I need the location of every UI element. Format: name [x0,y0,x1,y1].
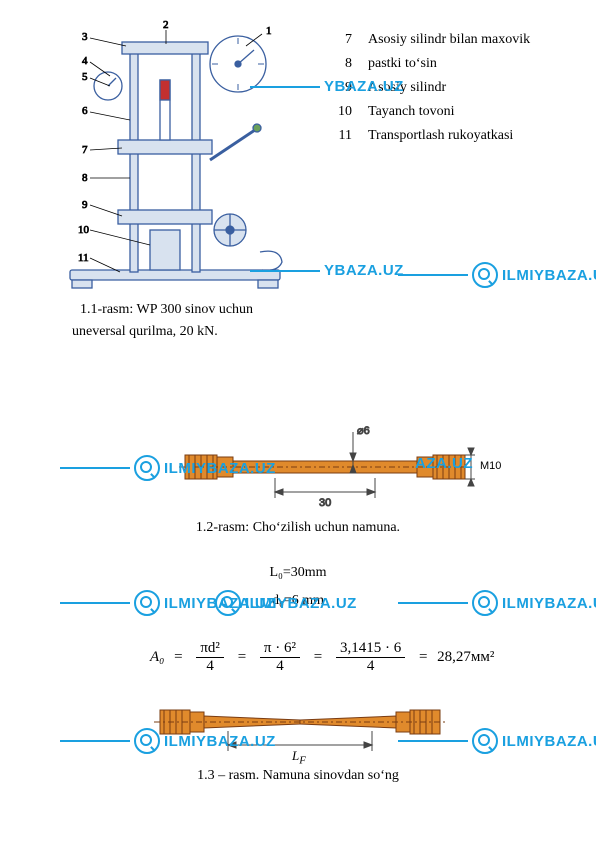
legend-text-11: Transportlash rukoyatkasi [368,124,513,148]
formula-t1-den: 4 [196,658,224,675]
area-formula: A₀ = πd²4 = π · 6²4 = 3,1415 · 64 = 28,2… [150,640,494,675]
magnifier-icon [134,728,160,754]
watermark: ILMIYBAZA.UZ [215,590,357,616]
watermark: YBAZA.UZ [250,262,404,279]
legend-text-8: pastki to‘sin [368,52,437,76]
fig1-label-6: 6 [82,105,88,117]
figure-2-caption: 1.2-rasm: Cho‘zilish uchun namuna. [0,520,596,536]
fig1-label-8: 8 [82,172,88,184]
fig2-dim-length: 30 [319,497,331,509]
fig1-label-7: 7 [82,144,88,156]
fig1-label-5: 5 [82,71,88,83]
watermark-text: ILMIYBAZA.UZ [245,595,357,612]
figure-1-caption-line1: 1.1-rasm: WP 300 sinov uchun [80,302,253,318]
watermark: ILMIYBAZA.UZ [398,262,596,288]
legend-text-7: Asosiy silindr bilan maxovik [368,28,530,52]
watermark: AZA.UZ [415,455,473,472]
watermark: ILMIYBAZA.UZ [398,590,596,616]
watermark: ILMIYBAZA.UZ [60,728,276,754]
legend-num-10: 10 [330,100,352,124]
magnifier-icon [134,590,160,616]
magnifier-icon [472,262,498,288]
formula-t1-num: πd² [196,640,224,658]
fig1-label-4: 4 [82,55,88,67]
watermark-text: ILMIYBAZA.UZ [502,267,596,284]
fig1-label-1: 1 [266,25,272,37]
watermark-text: AZA.UZ [415,455,473,472]
fig1-label-3: 3 [82,31,88,43]
watermark-text: ILMIYBAZA.UZ [164,460,276,477]
watermark-text: ILMIYBAZA.UZ [502,733,596,750]
legend-text-10: Tayanch tovoni [368,100,455,124]
param-L0: L₀=30mm [0,565,596,581]
formula-t2-num: π · 6² [260,640,300,658]
legend-num-7: 7 [330,28,352,52]
formula-result: 28,27мм² [437,649,494,665]
figure-1-caption-line2: uneversal qurilma, 20 kN. [72,324,218,340]
formula-t3-num: 3,1415 · 6 [336,640,405,658]
magnifier-icon [134,455,160,481]
fig3-LF-label: LF [292,748,306,767]
magnifier-icon [215,590,241,616]
fig2-thread-label: M10 [480,460,501,472]
formula-t3-den: 4 [336,658,405,675]
fig1-label-9: 9 [82,199,88,211]
fig1-label-11: 11 [78,252,89,264]
legend-num-11: 11 [330,124,352,148]
watermark-text: YBAZA.UZ [324,262,404,279]
magnifier-icon [472,590,498,616]
fig1-label-10: 10 [78,224,90,236]
watermark-text: ILMIYBAZA.UZ [502,595,596,612]
figure-3-caption: 1.3 – rasm. Namuna sinovdan so‘ng [0,768,596,784]
watermark: ILMIYBAZA.UZ [60,455,276,481]
fig2-dim-diameter: ⌀6 [357,425,370,437]
watermark: ILMIYBAZA.UZ [398,728,596,754]
fig1-label-2: 2 [163,20,169,31]
legend-num-8: 8 [330,52,352,76]
figure-1-device-diagram: 3 4 5 6 7 8 9 10 11 1 2 [60,20,300,300]
formula-var: A₀ [150,649,164,665]
magnifier-icon [472,728,498,754]
formula-t2-den: 4 [260,658,300,675]
watermark-text: ILMIYBAZA.UZ [164,733,276,750]
watermark: YBAZA.UZ [250,78,404,95]
watermark-text: YBAZA.UZ [324,78,404,95]
